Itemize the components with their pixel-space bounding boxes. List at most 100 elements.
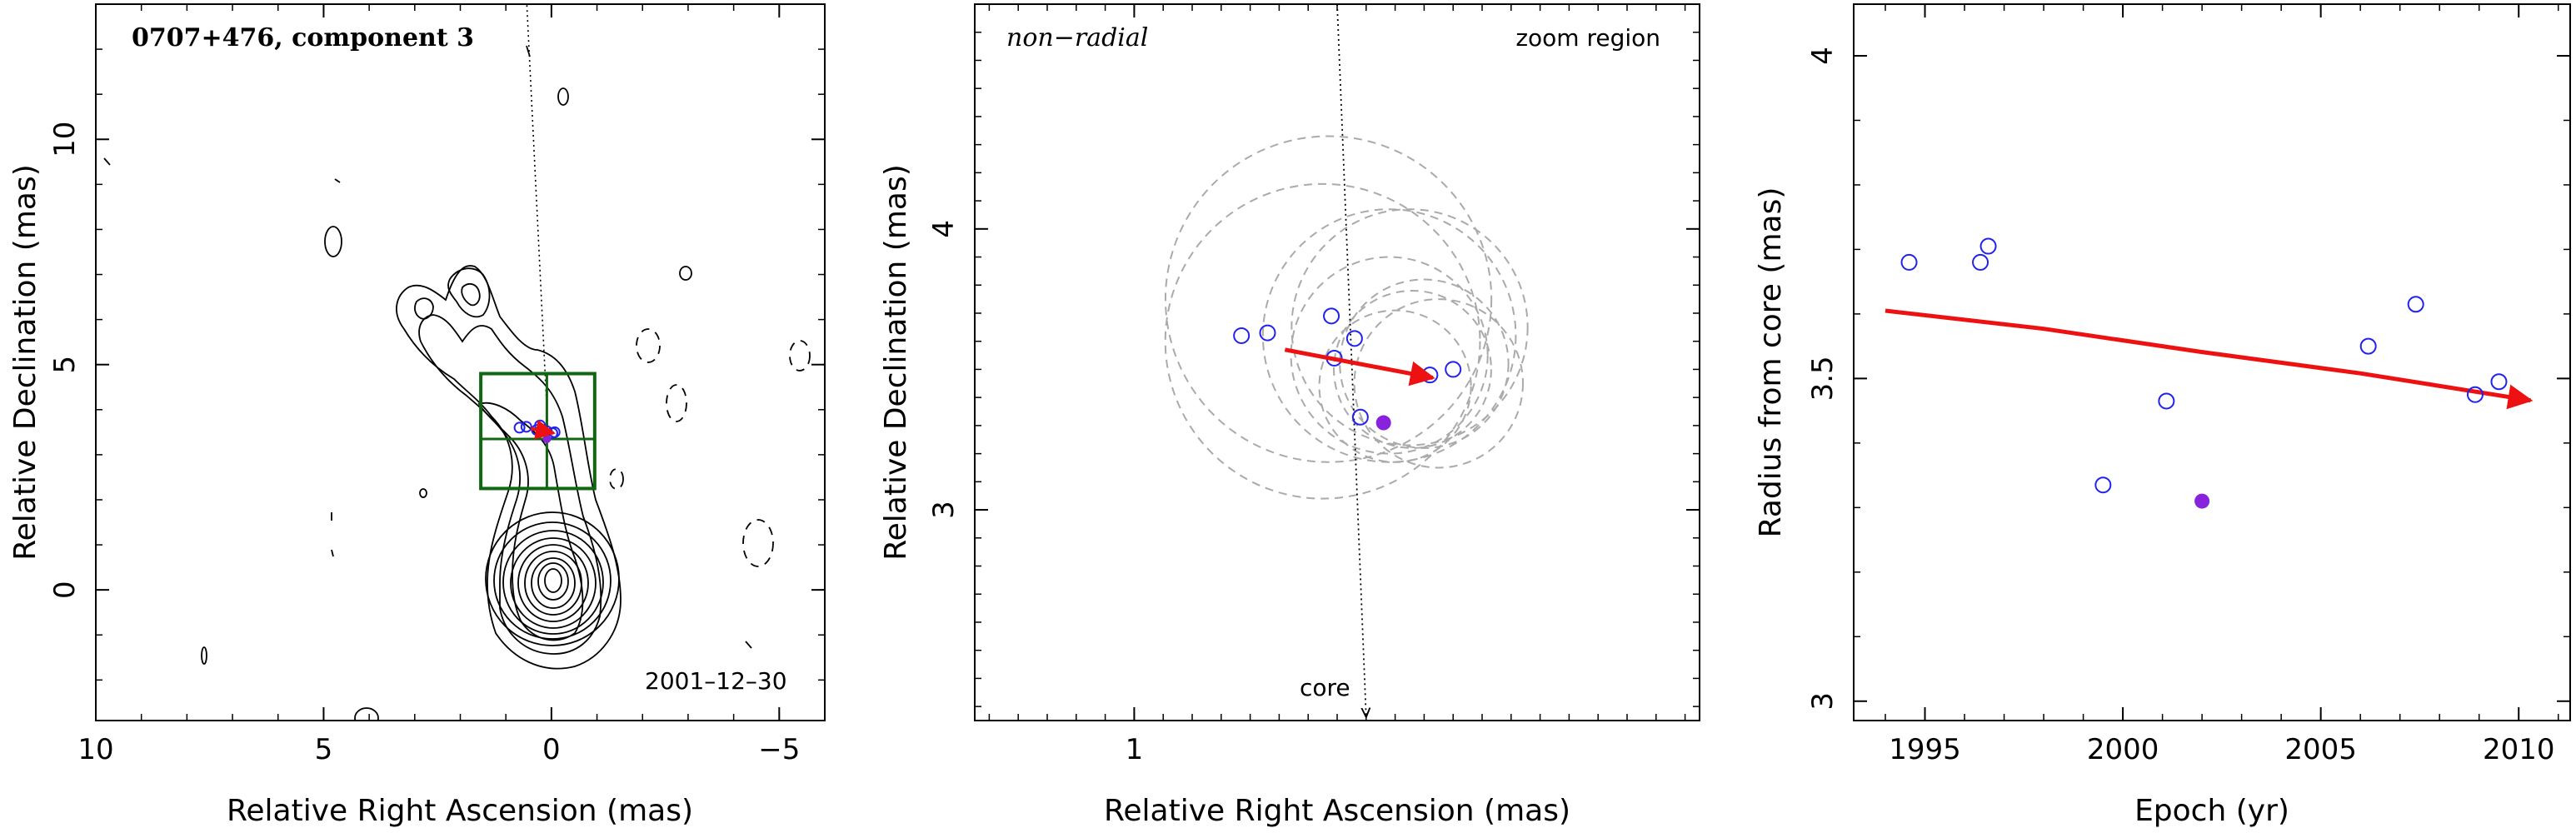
right-ylabel: Radius from core (mas) bbox=[1754, 187, 1788, 538]
data-point-filled bbox=[2194, 493, 2210, 509]
right-xlabel: Epoch (yr) bbox=[2134, 794, 2289, 828]
component-position-filled-marker bbox=[1375, 415, 1391, 431]
x-tick-label: −5 bbox=[758, 733, 800, 766]
data-point-open bbox=[2094, 476, 2112, 494]
right-frame bbox=[1853, 3, 2571, 721]
contour-core-5 bbox=[517, 544, 589, 622]
x-tick-label: 2005 bbox=[2284, 733, 2357, 766]
contour-core-7 bbox=[531, 557, 576, 609]
right-axis-ticks: 1995 2000 2005 2010 3 3.5 4 bbox=[1806, 4, 2570, 766]
error-circle bbox=[1164, 135, 1493, 463]
x-tick-label: 2000 bbox=[2087, 733, 2159, 766]
contour-blob-upper-2 bbox=[461, 282, 481, 307]
contour-jet-2 bbox=[418, 314, 602, 655]
x-tick-label: 1995 bbox=[1889, 733, 1961, 766]
contour-small-7 bbox=[103, 157, 111, 166]
data-point-open bbox=[2158, 392, 2175, 410]
component-position-marker bbox=[1445, 361, 1462, 378]
middle-ylabel: Relative Declination (mas) bbox=[879, 164, 913, 561]
contour-blob-upper-1 bbox=[447, 267, 491, 318]
data-point-open bbox=[2466, 386, 2484, 403]
y-tick-label: 3 bbox=[1806, 692, 1840, 711]
contour-small-1 bbox=[324, 226, 342, 257]
contour-small-8 bbox=[334, 178, 341, 183]
error-circle bbox=[1261, 208, 1517, 463]
trend-arrow bbox=[1885, 308, 2534, 410]
panel-left: 10 5 0 −5 0 5 10 0707+476, component 3 2001–12… bbox=[8, 3, 826, 828]
y-tick-label: 3.5 bbox=[1806, 356, 1840, 401]
x-tick-label: 0 bbox=[542, 733, 561, 766]
contour-jet-3 bbox=[477, 402, 584, 641]
left-overlay-layer bbox=[479, 4, 597, 491]
core-direction-line bbox=[526, 4, 549, 428]
data-point-open bbox=[1979, 237, 1997, 255]
contour-core-8 bbox=[537, 562, 569, 601]
contour-core-6 bbox=[524, 551, 582, 616]
error-circle bbox=[1290, 256, 1489, 455]
left-frame bbox=[95, 3, 826, 721]
contour-small-9 bbox=[331, 549, 334, 557]
contour-small-4 bbox=[354, 707, 379, 721]
contour-small-11 bbox=[526, 45, 531, 57]
component-position-marker bbox=[513, 421, 526, 434]
y-tick-label: 4 bbox=[1806, 47, 1840, 65]
data-point-open bbox=[1900, 253, 1918, 271]
middle-title: non−radial bbox=[1006, 23, 1148, 52]
error-circle bbox=[1339, 278, 1510, 449]
middle-core-label: core bbox=[1300, 674, 1350, 701]
y-tick-label: 3 bbox=[927, 501, 961, 519]
left-axis-ticks: 10 5 0 −5 0 5 10 bbox=[48, 3, 826, 766]
x-tick-label: 5 bbox=[315, 733, 333, 766]
contour-small-12 bbox=[745, 641, 752, 649]
component-position-filled-marker bbox=[542, 434, 552, 443]
left-title: 0707+476, component 3 bbox=[132, 23, 474, 52]
y-tick-label: 4 bbox=[927, 220, 961, 238]
middle-frame bbox=[974, 3, 1700, 721]
y-tick-label: 0 bbox=[48, 581, 82, 599]
component-position-marker bbox=[1233, 327, 1251, 344]
contour-core-9 bbox=[544, 568, 562, 593]
data-point-open bbox=[2359, 337, 2377, 355]
data-point-open bbox=[2490, 373, 2508, 391]
error-circle bbox=[1333, 290, 1492, 449]
left-ylabel: Relative Declination (mas) bbox=[8, 164, 42, 561]
error-circle bbox=[1353, 298, 1524, 469]
error-circle bbox=[1318, 309, 1472, 463]
contour-negative-5 bbox=[609, 468, 624, 490]
middle-plot-layer bbox=[1164, 4, 1529, 717]
left-date-annotation: 2001–12–30 bbox=[645, 667, 787, 695]
contour-negative-4 bbox=[742, 519, 774, 567]
data-point-open bbox=[1972, 253, 1989, 271]
middle-xlabel: Relative Right Ascension (mas) bbox=[1104, 794, 1570, 828]
motion-vector-arrow bbox=[1284, 347, 1435, 387]
component-position-marker bbox=[1351, 408, 1369, 426]
x-tick-label: 2010 bbox=[2483, 733, 2555, 766]
contour-core-4 bbox=[510, 537, 597, 629]
component-position-marker bbox=[520, 421, 532, 433]
component-position-marker bbox=[1259, 324, 1276, 342]
contour-small-2 bbox=[679, 266, 692, 281]
contour-small-6 bbox=[419, 488, 427, 498]
contour-negative-3 bbox=[789, 340, 811, 372]
contour-small-3 bbox=[557, 87, 569, 106]
contour-small-5 bbox=[201, 646, 207, 665]
contour-negative-1 bbox=[636, 328, 661, 363]
panel-right: 1995 2000 2005 2010 3 3.5 4 Epoch (yr) Radius … bbox=[1754, 3, 2571, 828]
component-position-marker bbox=[1345, 330, 1363, 347]
contour-core-2 bbox=[493, 521, 612, 640]
component-position-marker bbox=[1323, 307, 1340, 325]
middle-axis-ticks: 1 3 4 bbox=[927, 3, 1700, 766]
contour-map bbox=[103, 45, 811, 721]
zoom-region-box bbox=[479, 372, 597, 491]
x-tick-label: 1 bbox=[1126, 733, 1144, 766]
y-tick-label: 10 bbox=[48, 122, 82, 157]
x-tick-label: 10 bbox=[77, 733, 113, 766]
contour-jet-outer bbox=[396, 265, 622, 670]
data-point-open bbox=[2407, 296, 2424, 313]
panel-middle: 1 3 4 non−radial zoom region core Relative… bbox=[879, 3, 1700, 828]
motion-vector-arrow bbox=[530, 419, 556, 440]
error-circle bbox=[1290, 208, 1529, 446]
middle-zoom-annotation: zoom region bbox=[1515, 24, 1660, 52]
contour-negative-2 bbox=[666, 384, 687, 422]
